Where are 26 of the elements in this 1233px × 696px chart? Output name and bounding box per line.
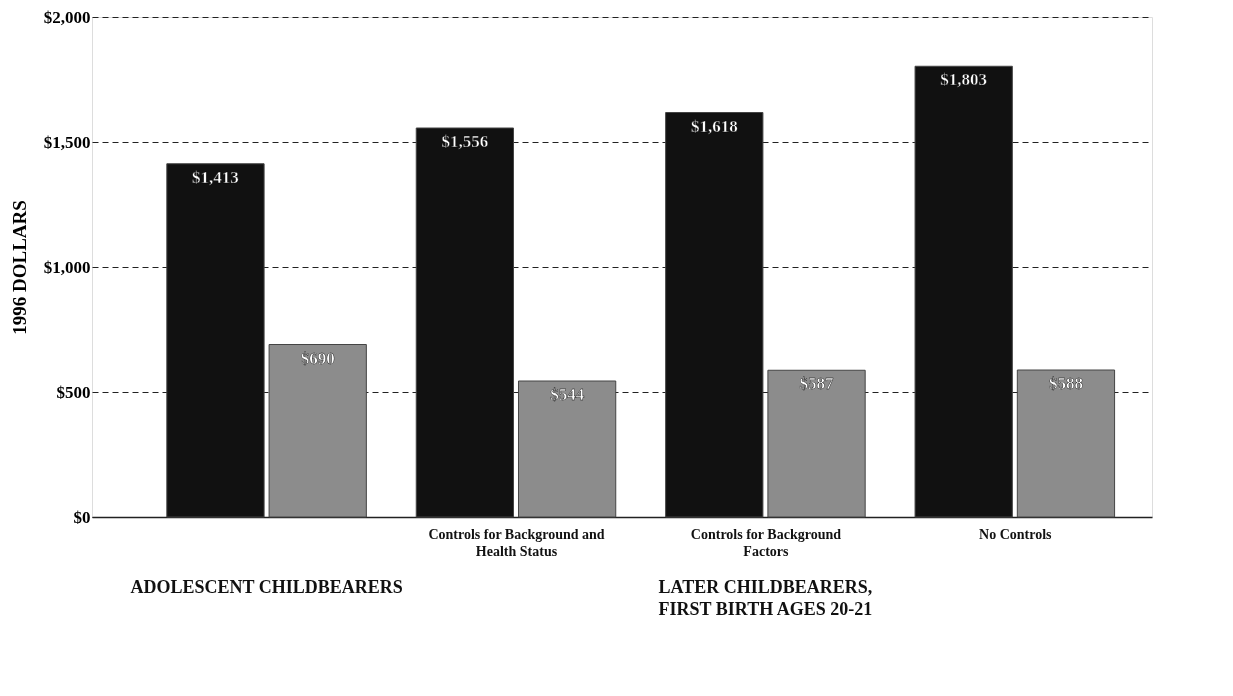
bar (914, 65, 1013, 518)
y-tick-label: $500 (56, 382, 91, 402)
text: ADOLESCENT CHILDBEARERS (130, 577, 403, 597)
data-label: $1,413 (192, 167, 239, 187)
bar (166, 163, 265, 518)
data-label: $588 (1048, 374, 1083, 393)
y-tick-label: $2,000 (43, 7, 91, 27)
data-label: $1,556 (441, 132, 489, 151)
y-axis-title: 1996 DOLLARS (8, 200, 30, 335)
x-tick-label: No Controls (979, 526, 1053, 542)
x-tick-label: Controls for Background Factors (690, 526, 842, 559)
y-tick-label: $1,000 (43, 257, 91, 277)
bar (767, 369, 866, 518)
data-label: $1,618 (690, 116, 738, 136)
bar (415, 127, 515, 518)
data-label: $1,803 (940, 70, 988, 90)
y-tick-label: $1,500 (43, 132, 91, 152)
bar (517, 380, 617, 518)
bar (665, 112, 764, 518)
data-label: $587 (799, 374, 835, 394)
x-tick-label: Controls for Background and Health Status (428, 526, 605, 559)
bar (1016, 369, 1116, 518)
y-tick-label: $0 (73, 507, 91, 527)
text: LATER CHILDBEARERS, FIRST BIRTH AGES 20-21 (658, 577, 873, 619)
bar (268, 344, 367, 518)
data-label: $544 (550, 385, 585, 404)
